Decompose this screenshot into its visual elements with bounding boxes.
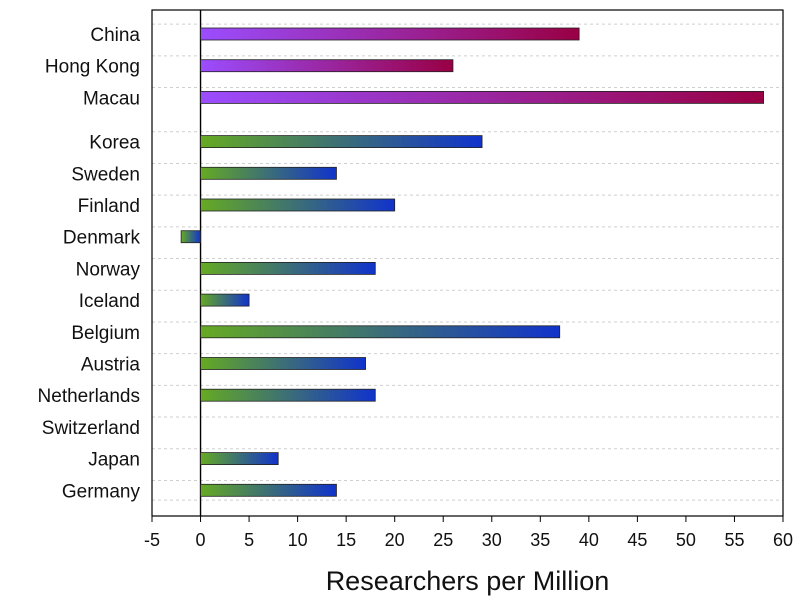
x-tick-label: -5: [144, 530, 160, 550]
bar-macau: [200, 91, 764, 104]
bar-austria: [200, 357, 366, 370]
bar-sweden: [200, 166, 337, 180]
x-tick-label: 25: [433, 530, 453, 550]
category-label: Netherlands: [38, 386, 140, 407]
x-tick-label: 35: [530, 530, 550, 550]
x-axis-ticks: -5 0 5 10 15 20 25 30 35 40 45 50 55 60: [144, 516, 793, 550]
bar-germany: [200, 483, 337, 497]
category-label: Finland: [78, 196, 140, 217]
category-label: Denmark: [63, 228, 141, 249]
x-tick-label: 5: [244, 530, 254, 550]
bars: [180, 27, 764, 497]
bar-denmark: [180, 230, 201, 244]
bar-norway: [200, 261, 376, 275]
x-tick-label: 10: [288, 530, 308, 550]
x-tick-label: 55: [724, 530, 744, 550]
bar-iceland: [200, 293, 250, 307]
bar-korea: [200, 135, 483, 149]
category-label: Macau: [83, 88, 140, 109]
plot-frame: [151, 9, 784, 517]
category-label: Germany: [62, 481, 141, 502]
bar-japan: [200, 452, 279, 466]
category-label: Austria: [81, 355, 141, 376]
x-axis-title: Researchers per Million: [326, 566, 610, 596]
category-label: Hong Kong: [45, 57, 140, 78]
category-label: Sweden: [71, 164, 140, 185]
x-tick-label: 60: [773, 530, 793, 550]
category-label: Norway: [76, 259, 141, 280]
x-tick-label: 50: [676, 530, 696, 550]
x-tick-label: 0: [196, 530, 206, 550]
category-label: Iceland: [79, 291, 140, 312]
x-tick-label: 45: [627, 530, 647, 550]
category-labels: China Hong Kong Macau Korea Sweden Finland Den…: [38, 25, 141, 502]
x-tick-label: 20: [385, 530, 405, 550]
bar-finland: [200, 198, 396, 212]
x-tick-label: 15: [336, 530, 356, 550]
bar-belgium: [200, 325, 561, 339]
x-tick-label: 30: [482, 530, 502, 550]
category-label: Switzerland: [42, 418, 140, 439]
category-label: China: [90, 25, 140, 46]
bar-hong-kong: [200, 59, 454, 73]
category-label: Belgium: [71, 323, 140, 344]
bar-china: [200, 27, 580, 41]
bar-netherlands: [200, 388, 376, 402]
x-tick-label: 40: [579, 530, 599, 550]
category-label: Japan: [88, 450, 140, 471]
category-label: Korea: [89, 133, 140, 154]
